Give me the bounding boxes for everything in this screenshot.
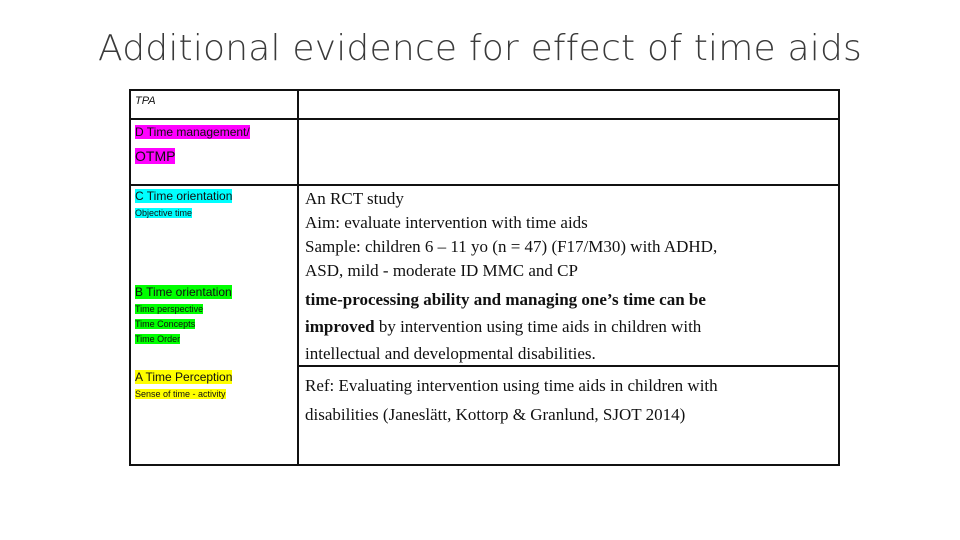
level-d-label: D Time management/: [135, 125, 250, 139]
slide-title: Additional evidence for effect of time a…: [98, 28, 862, 69]
level-a-sub: Sense of time - activity: [135, 389, 226, 399]
evidence-table: [129, 89, 840, 466]
level-c-sub: Objective time: [135, 208, 193, 218]
level-c-sub-text: Objective time: [135, 208, 193, 218]
finding-line-2: improved by intervention using time aids…: [305, 313, 706, 340]
table-row-divider-1: [129, 118, 840, 120]
level-b-label: B Time orientation: [135, 285, 232, 299]
study-line-3: Sample: children 6 – 11 yo (n = 47) (F17…: [305, 237, 718, 256]
table-row-divider-2: [129, 184, 840, 186]
level-a-label: A Time Perception: [135, 370, 233, 384]
level-c-label: C Time orientation: [135, 189, 233, 203]
level-a-sub-text: Sense of time - activity: [135, 389, 226, 399]
finding-line-2-rest: by intervention using time aids in child…: [374, 317, 702, 336]
level-b-sub-2-text: Time Concepts: [135, 319, 196, 329]
level-b-sub-1-text: Time perspective: [135, 304, 204, 314]
level-d-sub-text: OTMP: [135, 148, 176, 164]
study-line-2: Aim: evaluate intervention with time aid…: [305, 213, 588, 232]
ref-line-1: Ref: Evaluating intervention using time …: [305, 376, 718, 395]
level-b-sub-3-text: Time Order: [135, 334, 181, 344]
study-description: An RCT study Aim: evaluate intervention …: [305, 187, 717, 283]
finding-line-1: time-processing ability and managing one…: [305, 290, 706, 309]
level-d-sub: OTMP: [135, 148, 176, 164]
finding-line-2-bold: improved: [305, 317, 375, 336]
table-column-divider: [297, 89, 299, 466]
level-b-sub-3: Time Order: [135, 334, 181, 344]
finding-line-3: intellectual and developmental disabilit…: [305, 344, 596, 363]
study-line-1: An RCT study: [305, 189, 404, 208]
study-finding: time-processing ability and managing one…: [305, 286, 706, 367]
level-b-text: B Time orientation: [135, 285, 232, 299]
table-row-divider-3: [297, 365, 840, 367]
level-c-text: C Time orientation: [135, 189, 233, 203]
level-a-text: A Time Perception: [135, 370, 233, 384]
study-reference: Ref: Evaluating intervention using time …: [305, 371, 718, 429]
level-b-sub-1: Time perspective: [135, 304, 204, 314]
ref-line-2: disabilities (Janeslätt, Kottorp & Granl…: [305, 405, 686, 424]
tpa-label: TPA: [135, 95, 156, 107]
level-d-text: D Time management/: [135, 125, 250, 139]
study-line-4: ASD, mild - moderate ID MMC and CP: [305, 261, 578, 280]
level-b-sub-2: Time Concepts: [135, 319, 196, 329]
